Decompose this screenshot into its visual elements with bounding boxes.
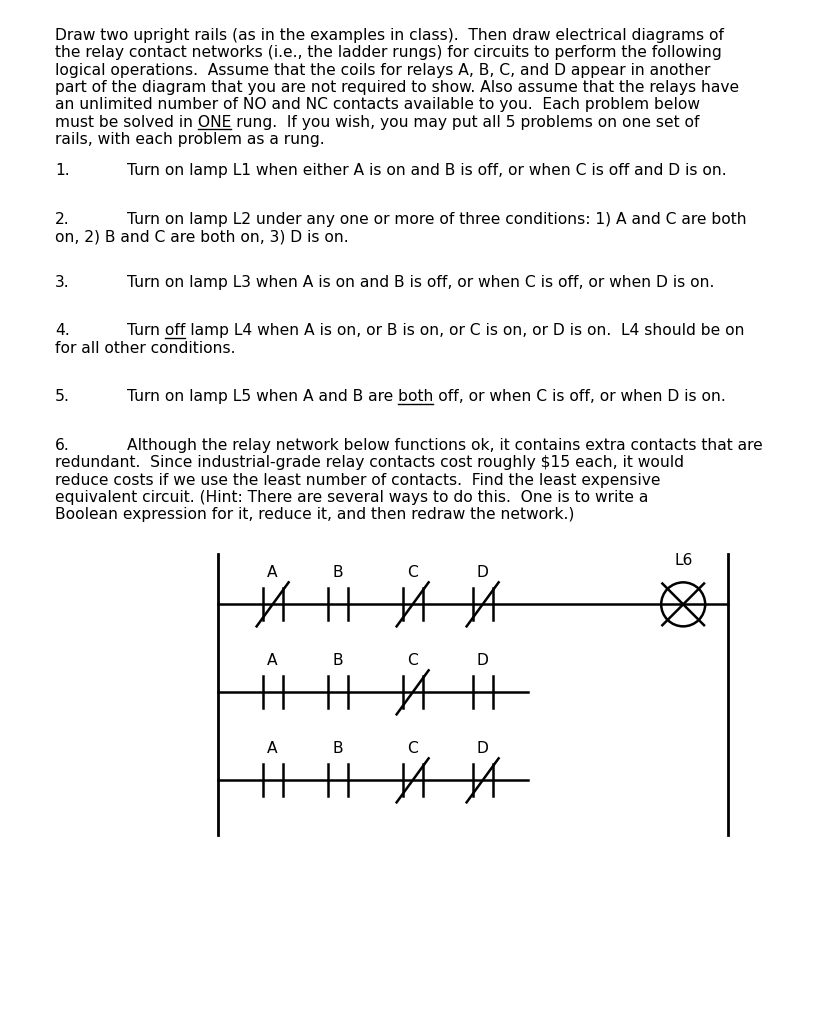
Text: D: D: [477, 653, 488, 669]
Text: 6.: 6.: [55, 438, 69, 453]
Text: C: C: [406, 741, 417, 757]
Text: B: B: [332, 741, 343, 757]
Text: 3.: 3.: [55, 274, 69, 290]
Text: Draw two upright rails (as in the examples in class).  Then draw electrical diag: Draw two upright rails (as in the exampl…: [55, 28, 723, 43]
Text: reduce costs if we use the least number of contacts.  Find the least expensive: reduce costs if we use the least number …: [55, 473, 660, 487]
Text: equivalent circuit. (Hint: There are several ways to do this.  One is to write a: equivalent circuit. (Hint: There are sev…: [55, 490, 648, 505]
Text: part of the diagram that you are not required to show. Also assume that the rela: part of the diagram that you are not req…: [55, 80, 738, 95]
Text: Turn off lamp L4 when A is on, or B is on, or C is on, or D is on.  L4 should be: Turn off lamp L4 when A is on, or B is o…: [127, 324, 743, 339]
Text: 1.: 1.: [55, 164, 69, 178]
Text: B: B: [332, 653, 343, 669]
Text: must be solved in ONE rung.  If you wish, you may put all 5 problems on one set : must be solved in ONE rung. If you wish,…: [55, 115, 699, 130]
Text: Turn on lamp L2 under any one or more of three conditions: 1) A and C are both: Turn on lamp L2 under any one or more of…: [127, 212, 746, 227]
Text: rails, with each problem as a rung.: rails, with each problem as a rung.: [55, 132, 324, 147]
Text: D: D: [477, 565, 488, 581]
Text: B: B: [332, 565, 343, 581]
Text: the relay contact networks (i.e., the ladder rungs) for circuits to perform the : the relay contact networks (i.e., the la…: [55, 45, 721, 60]
Text: 5.: 5.: [55, 389, 69, 404]
Text: Turn on lamp L5 when A and B are both off, or when C is off, or when D is on.: Turn on lamp L5 when A and B are both of…: [127, 389, 725, 404]
Text: logical operations.  Assume that the coils for relays A, B, C, and D appear in a: logical operations. Assume that the coil…: [55, 62, 710, 78]
Text: an unlimited number of NO and NC contacts available to you.  Each problem below: an unlimited number of NO and NC contact…: [55, 97, 699, 113]
Text: 2.: 2.: [55, 212, 69, 227]
Text: C: C: [406, 565, 417, 581]
Text: Turn on lamp L1 when either A is on and B is off, or when C is off and D is on.: Turn on lamp L1 when either A is on and …: [127, 164, 726, 178]
Text: Boolean expression for it, reduce it, and then redraw the network.): Boolean expression for it, reduce it, an…: [55, 508, 573, 522]
Text: A: A: [267, 653, 278, 669]
Text: Although the relay network below functions ok, it contains extra contacts that a: Although the relay network below functio…: [127, 438, 762, 453]
Text: Turn on lamp L3 when A is on and B is off, or when C is off, or when D is on.: Turn on lamp L3 when A is on and B is of…: [127, 274, 713, 290]
Text: 4.: 4.: [55, 324, 69, 339]
Text: for all other conditions.: for all other conditions.: [55, 341, 235, 355]
Text: L6: L6: [673, 553, 691, 568]
Text: redundant.  Since industrial-grade relay contacts cost roughly $15 each, it woul: redundant. Since industrial-grade relay …: [55, 456, 683, 470]
Text: D: D: [477, 741, 488, 757]
Text: A: A: [267, 565, 278, 581]
Text: C: C: [406, 653, 417, 669]
Text: A: A: [267, 741, 278, 757]
Text: on, 2) B and C are both on, 3) D is on.: on, 2) B and C are both on, 3) D is on.: [55, 229, 349, 245]
